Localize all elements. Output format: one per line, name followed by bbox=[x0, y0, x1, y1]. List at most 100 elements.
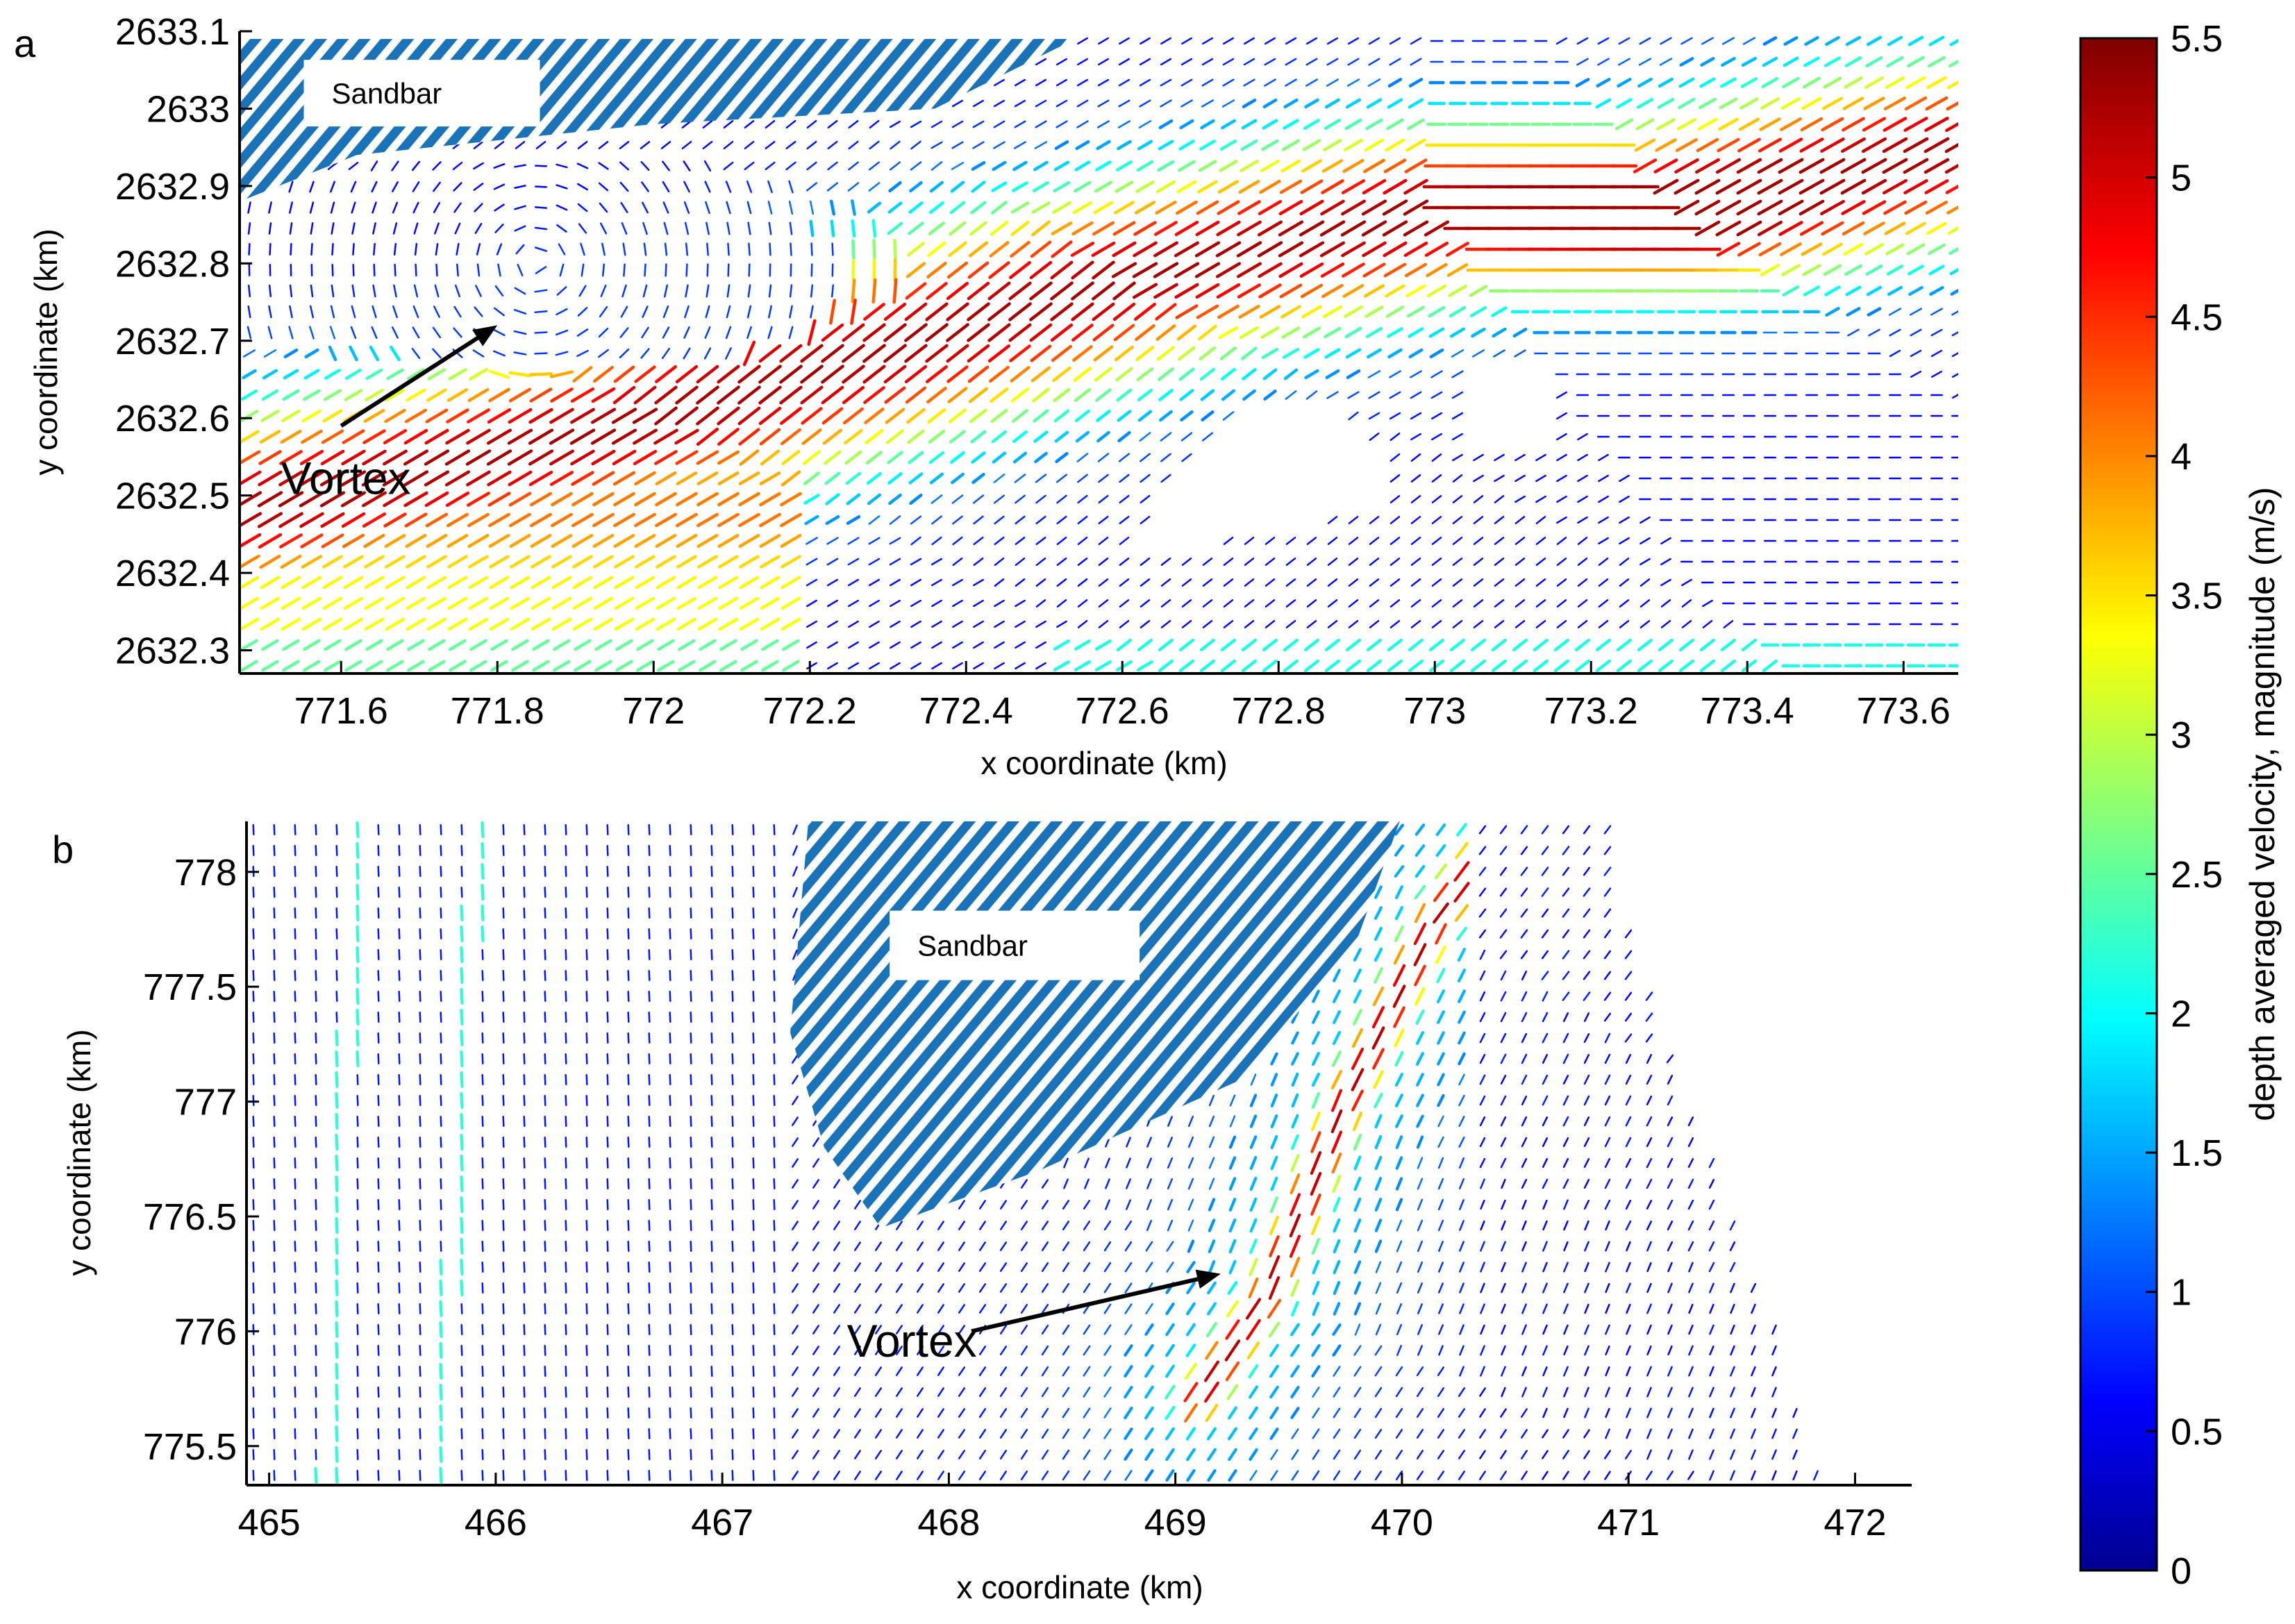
velocity-arrow bbox=[1474, 517, 1483, 523]
velocity-arrow bbox=[344, 557, 362, 567]
velocity-arrow bbox=[1326, 350, 1339, 358]
velocity-arrow bbox=[1395, 1030, 1403, 1046]
velocity-arrow bbox=[876, 1242, 881, 1250]
velocity-arrow bbox=[253, 1325, 254, 1334]
velocity-arrow bbox=[844, 325, 863, 340]
velocity-arrow bbox=[853, 241, 854, 258]
velocity-arrow bbox=[801, 367, 821, 383]
velocity-arrow bbox=[1410, 100, 1422, 108]
velocity-arrow bbox=[1764, 58, 1776, 65]
velocity-arrow bbox=[637, 578, 653, 587]
velocity-arrow bbox=[1053, 346, 1071, 360]
velocity-arrow bbox=[864, 346, 884, 362]
velocity-arrow bbox=[470, 619, 487, 629]
velocity-arrow bbox=[470, 578, 487, 587]
velocity-arrow bbox=[1203, 38, 1212, 44]
velocity-arrow bbox=[260, 452, 281, 464]
velocity-arrow bbox=[761, 535, 779, 546]
velocity-arrow bbox=[1459, 991, 1464, 1001]
velocity-arrow bbox=[1241, 328, 1258, 337]
velocity-arrow bbox=[1814, 1471, 1817, 1480]
velocity-arrow bbox=[244, 350, 255, 356]
velocity-arrow bbox=[594, 514, 612, 526]
velocity-arrow bbox=[1366, 140, 1383, 150]
velocity-arrow bbox=[721, 662, 736, 670]
velocity-arrow bbox=[503, 1283, 504, 1292]
velocity-arrow bbox=[1227, 1363, 1238, 1380]
velocity-arrow bbox=[316, 1408, 317, 1417]
velocity-arrow bbox=[691, 971, 692, 980]
velocity-arrow bbox=[524, 887, 525, 896]
velocity-arrow bbox=[1804, 266, 1820, 275]
velocity-arrow bbox=[316, 1366, 317, 1375]
velocity-arrow bbox=[263, 391, 277, 399]
velocity-arrow bbox=[274, 1137, 275, 1146]
velocity-arrow bbox=[1271, 1346, 1278, 1356]
velocity-arrow bbox=[1863, 160, 1885, 172]
velocity-arrow bbox=[1244, 100, 1255, 106]
colorbar: 00.511.522.533.544.555.5 depth averaged … bbox=[2080, 18, 2282, 1592]
velocity-arrow bbox=[1433, 537, 1441, 544]
velocity-arrow bbox=[1620, 621, 1628, 627]
velocity-arrow bbox=[274, 825, 275, 834]
velocity-arrow bbox=[1226, 1341, 1239, 1359]
velocity-arrow bbox=[1146, 1346, 1152, 1355]
velocity-arrow bbox=[994, 80, 1003, 85]
velocity-arrow bbox=[566, 1450, 567, 1459]
velocity-arrow bbox=[753, 1387, 754, 1396]
velocity-arrow bbox=[1647, 1117, 1651, 1125]
velocity-arrow bbox=[1437, 947, 1444, 962]
velocity-arrow bbox=[649, 1137, 650, 1146]
velocity-arrow bbox=[1146, 1387, 1153, 1398]
velocity-arrow bbox=[1313, 1032, 1319, 1043]
velocity-arrow bbox=[670, 1221, 671, 1230]
velocity-arrow bbox=[649, 1450, 650, 1459]
velocity-arrow bbox=[1224, 579, 1233, 585]
panel-a: a Sandbar 771.6 771.8 772 772.2 772.4 772.6 77… bbox=[14, 11, 1969, 781]
velocity-arrow bbox=[1415, 924, 1425, 944]
velocity-arrow bbox=[637, 619, 653, 629]
velocity-arrow bbox=[331, 306, 334, 317]
velocity-arrow bbox=[253, 887, 254, 896]
velocity-arrow bbox=[295, 950, 296, 959]
velocity-arrow bbox=[951, 203, 964, 212]
velocity-arrow bbox=[1460, 1116, 1464, 1126]
velocity-arrow bbox=[1905, 139, 1927, 151]
velocity-arrow bbox=[1292, 1325, 1299, 1335]
velocity-arrow bbox=[1137, 347, 1153, 360]
velocity-arrow bbox=[1717, 222, 1739, 235]
velocity-arrow bbox=[1021, 1430, 1027, 1438]
velocity-arrow bbox=[1696, 160, 1718, 172]
velocity-arrow bbox=[617, 641, 632, 649]
velocity-arrow bbox=[1224, 537, 1233, 544]
velocity-arrow bbox=[1411, 59, 1421, 65]
velocity-arrow bbox=[1334, 1198, 1339, 1211]
velocity-arrow bbox=[316, 1137, 317, 1146]
velocity-arrow bbox=[524, 1241, 525, 1250]
velocity-arrow bbox=[316, 908, 317, 917]
velocity-arrow bbox=[239, 535, 260, 547]
velocity-arrow bbox=[1626, 1055, 1630, 1062]
velocity-arrow bbox=[1605, 847, 1610, 855]
velocity-arrow bbox=[974, 621, 983, 627]
velocity-arrow bbox=[1689, 1180, 1693, 1188]
velocity-arrow bbox=[394, 285, 396, 296]
velocity-arrow bbox=[760, 346, 780, 361]
velocity-arrow bbox=[1180, 142, 1194, 149]
velocity-arrow bbox=[691, 1262, 692, 1271]
velocity-arrow bbox=[535, 353, 547, 354]
velocity-arrow bbox=[793, 930, 796, 938]
velocity-arrow bbox=[1096, 641, 1110, 648]
velocity-arrow bbox=[441, 1343, 442, 1357]
velocity-arrow bbox=[1119, 101, 1130, 106]
velocity-arrow bbox=[691, 1325, 692, 1334]
velocity-arrow bbox=[1076, 662, 1089, 669]
velocity-arrow bbox=[496, 286, 503, 295]
velocity-arrow bbox=[1626, 1075, 1630, 1084]
velocity-arrow bbox=[1305, 120, 1318, 128]
velocity-arrow bbox=[1564, 1388, 1568, 1396]
velocity-arrow bbox=[1743, 58, 1755, 65]
velocity-arrow bbox=[494, 351, 504, 355]
velocity-arrow bbox=[427, 410, 447, 422]
velocity-arrow bbox=[353, 265, 354, 276]
